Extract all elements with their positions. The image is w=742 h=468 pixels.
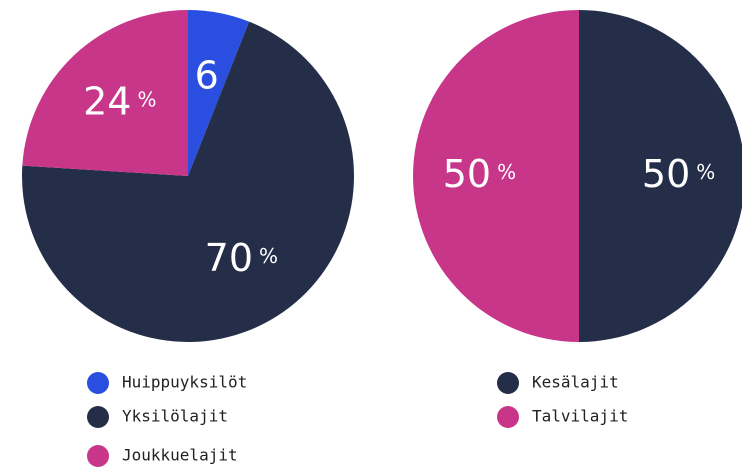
legend-label: Talvilajit: [532, 407, 628, 426]
pie-slice: [413, 10, 579, 342]
pie-slice: [188, 10, 250, 176]
value-label: 50%: [642, 152, 715, 196]
legend-marker: [497, 372, 519, 394]
legend-marker: [87, 445, 109, 467]
legend-marker: [87, 406, 109, 428]
value-label: 6: [195, 54, 219, 98]
value-label: 70%: [205, 236, 278, 280]
legend-label: Joukkuelajit: [122, 446, 238, 465]
legend-marker: [497, 406, 519, 428]
value-label: 24%: [83, 79, 156, 123]
pie-slice: [579, 10, 742, 342]
legend-label: Huippuyksilöt: [122, 373, 247, 392]
pie-slice: [22, 10, 189, 176]
legend-marker: [87, 372, 109, 394]
pie-slice: [22, 21, 355, 343]
legend-label: Yksilölajit: [122, 407, 228, 426]
legend-label: Kesälajit: [532, 373, 619, 392]
value-label: 50%: [443, 152, 516, 196]
